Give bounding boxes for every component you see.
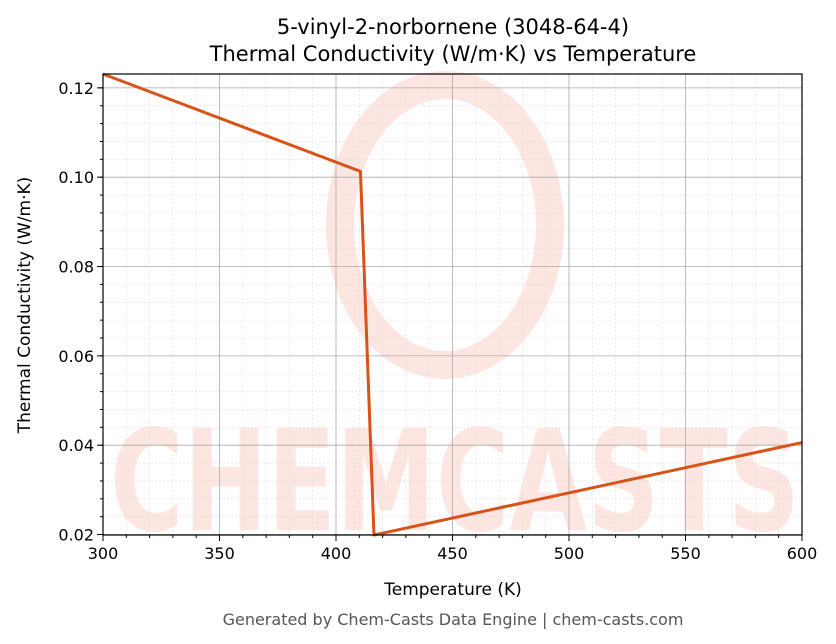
y-tick-label: 0.04: [58, 436, 94, 455]
chart-subtitle: Thermal Conductivity (W/m·K) vs Temperat…: [209, 42, 697, 66]
y-tick-label: 0.02: [58, 526, 94, 545]
svg-text:CHEMCASTS: CHEMCASTS: [110, 401, 800, 564]
x-tick-label: 350: [204, 544, 235, 563]
y-axis-label: Thermal Conductivity (W/m·K): [15, 177, 35, 435]
x-tick-label: 500: [554, 544, 585, 563]
series-line: [102, 72, 803, 537]
y-tick-label: 0.08: [58, 258, 94, 277]
x-tick-label: 450: [437, 544, 468, 563]
footer-credit: Generated by Chem-Casts Data Engine | ch…: [223, 610, 684, 629]
x-tick-label: 400: [321, 544, 352, 563]
x-tick-label: 600: [787, 544, 818, 563]
y-tick-label: 0.06: [58, 347, 94, 366]
y-tick-label: 0.12: [58, 79, 94, 98]
plot-frame: [102, 73, 803, 536]
x-tick-label: 300: [88, 544, 119, 563]
watermark-logo: CHEMCASTS: [110, 71, 800, 564]
x-tick-label: 550: [670, 544, 701, 563]
y-tick-label: 0.10: [58, 168, 94, 187]
chart-title: 5-vinyl-2-norbornene (3048-64-4): [277, 15, 629, 39]
x-axis-label: Temperature (K): [383, 580, 522, 600]
